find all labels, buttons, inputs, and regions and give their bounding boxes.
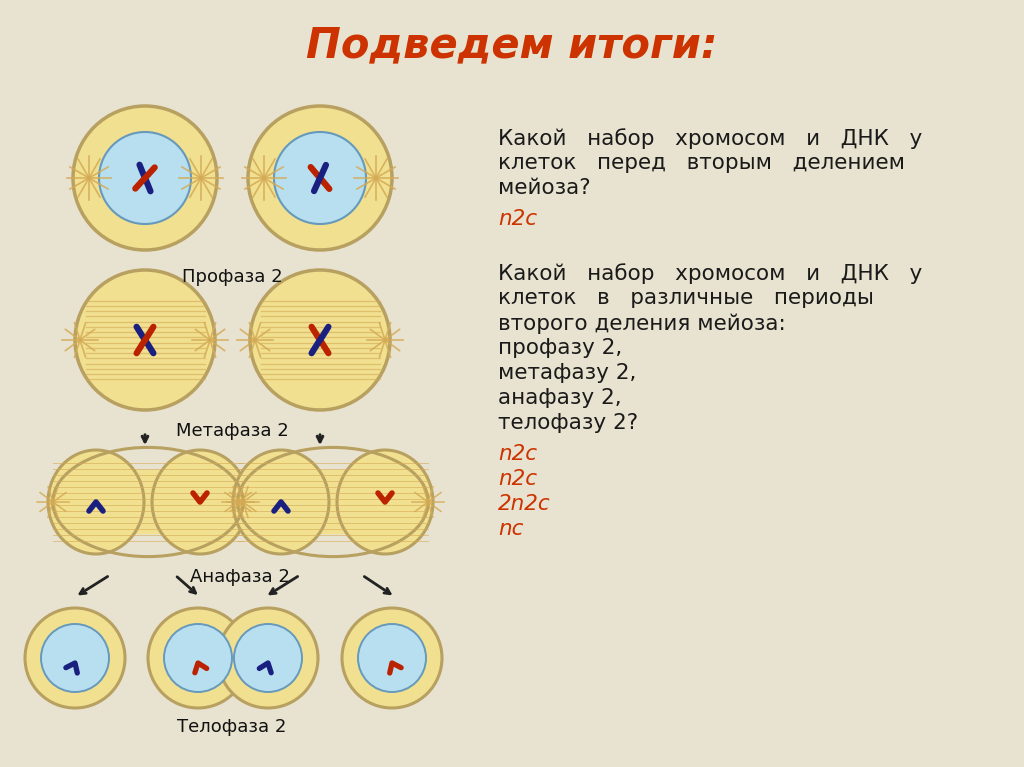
Ellipse shape	[342, 608, 442, 708]
Text: Подведем итоги:: Подведем итоги:	[306, 24, 718, 66]
Ellipse shape	[248, 106, 392, 250]
Ellipse shape	[337, 450, 433, 554]
Text: клеток   в   различные   периоды: клеток в различные периоды	[498, 288, 873, 308]
Text: Какой   набор   хромосом   и   ДНК   у: Какой набор хромосом и ДНК у	[498, 128, 923, 149]
Text: 2n2c: 2n2c	[498, 494, 551, 514]
Ellipse shape	[41, 624, 109, 692]
Ellipse shape	[148, 608, 248, 708]
Ellipse shape	[75, 270, 215, 410]
Ellipse shape	[234, 624, 302, 692]
Text: клеток   перед   вторым   делением: клеток перед вторым делением	[498, 153, 905, 173]
Ellipse shape	[73, 106, 217, 250]
Text: n2c: n2c	[498, 209, 538, 229]
Text: анафазу 2,: анафазу 2,	[498, 388, 622, 408]
FancyBboxPatch shape	[99, 470, 197, 534]
Text: Профаза 2: Профаза 2	[181, 268, 283, 286]
Text: nc: nc	[498, 519, 523, 539]
Text: второго деления мейоза:: второго деления мейоза:	[498, 313, 785, 334]
Text: телофазу 2?: телофазу 2?	[498, 413, 638, 433]
Ellipse shape	[48, 450, 144, 554]
Text: n2c: n2c	[498, 469, 538, 489]
Text: метафазу 2,: метафазу 2,	[498, 363, 636, 383]
Text: Метафаза 2: Метафаза 2	[176, 422, 289, 440]
Ellipse shape	[218, 608, 318, 708]
Ellipse shape	[152, 450, 248, 554]
Ellipse shape	[233, 450, 329, 554]
FancyBboxPatch shape	[285, 470, 381, 534]
Text: Телофаза 2: Телофаза 2	[177, 718, 287, 736]
Ellipse shape	[25, 608, 125, 708]
Text: профазу 2,: профазу 2,	[498, 338, 623, 358]
Text: Анафаза 2: Анафаза 2	[190, 568, 290, 586]
Ellipse shape	[250, 270, 390, 410]
Ellipse shape	[358, 624, 426, 692]
Text: n2c: n2c	[498, 444, 538, 464]
Ellipse shape	[274, 132, 366, 224]
Text: Какой   набор   хромосом   и   ДНК   у: Какой набор хромосом и ДНК у	[498, 263, 923, 284]
Ellipse shape	[164, 624, 232, 692]
Ellipse shape	[99, 132, 191, 224]
Text: мейоза?: мейоза?	[498, 178, 591, 198]
